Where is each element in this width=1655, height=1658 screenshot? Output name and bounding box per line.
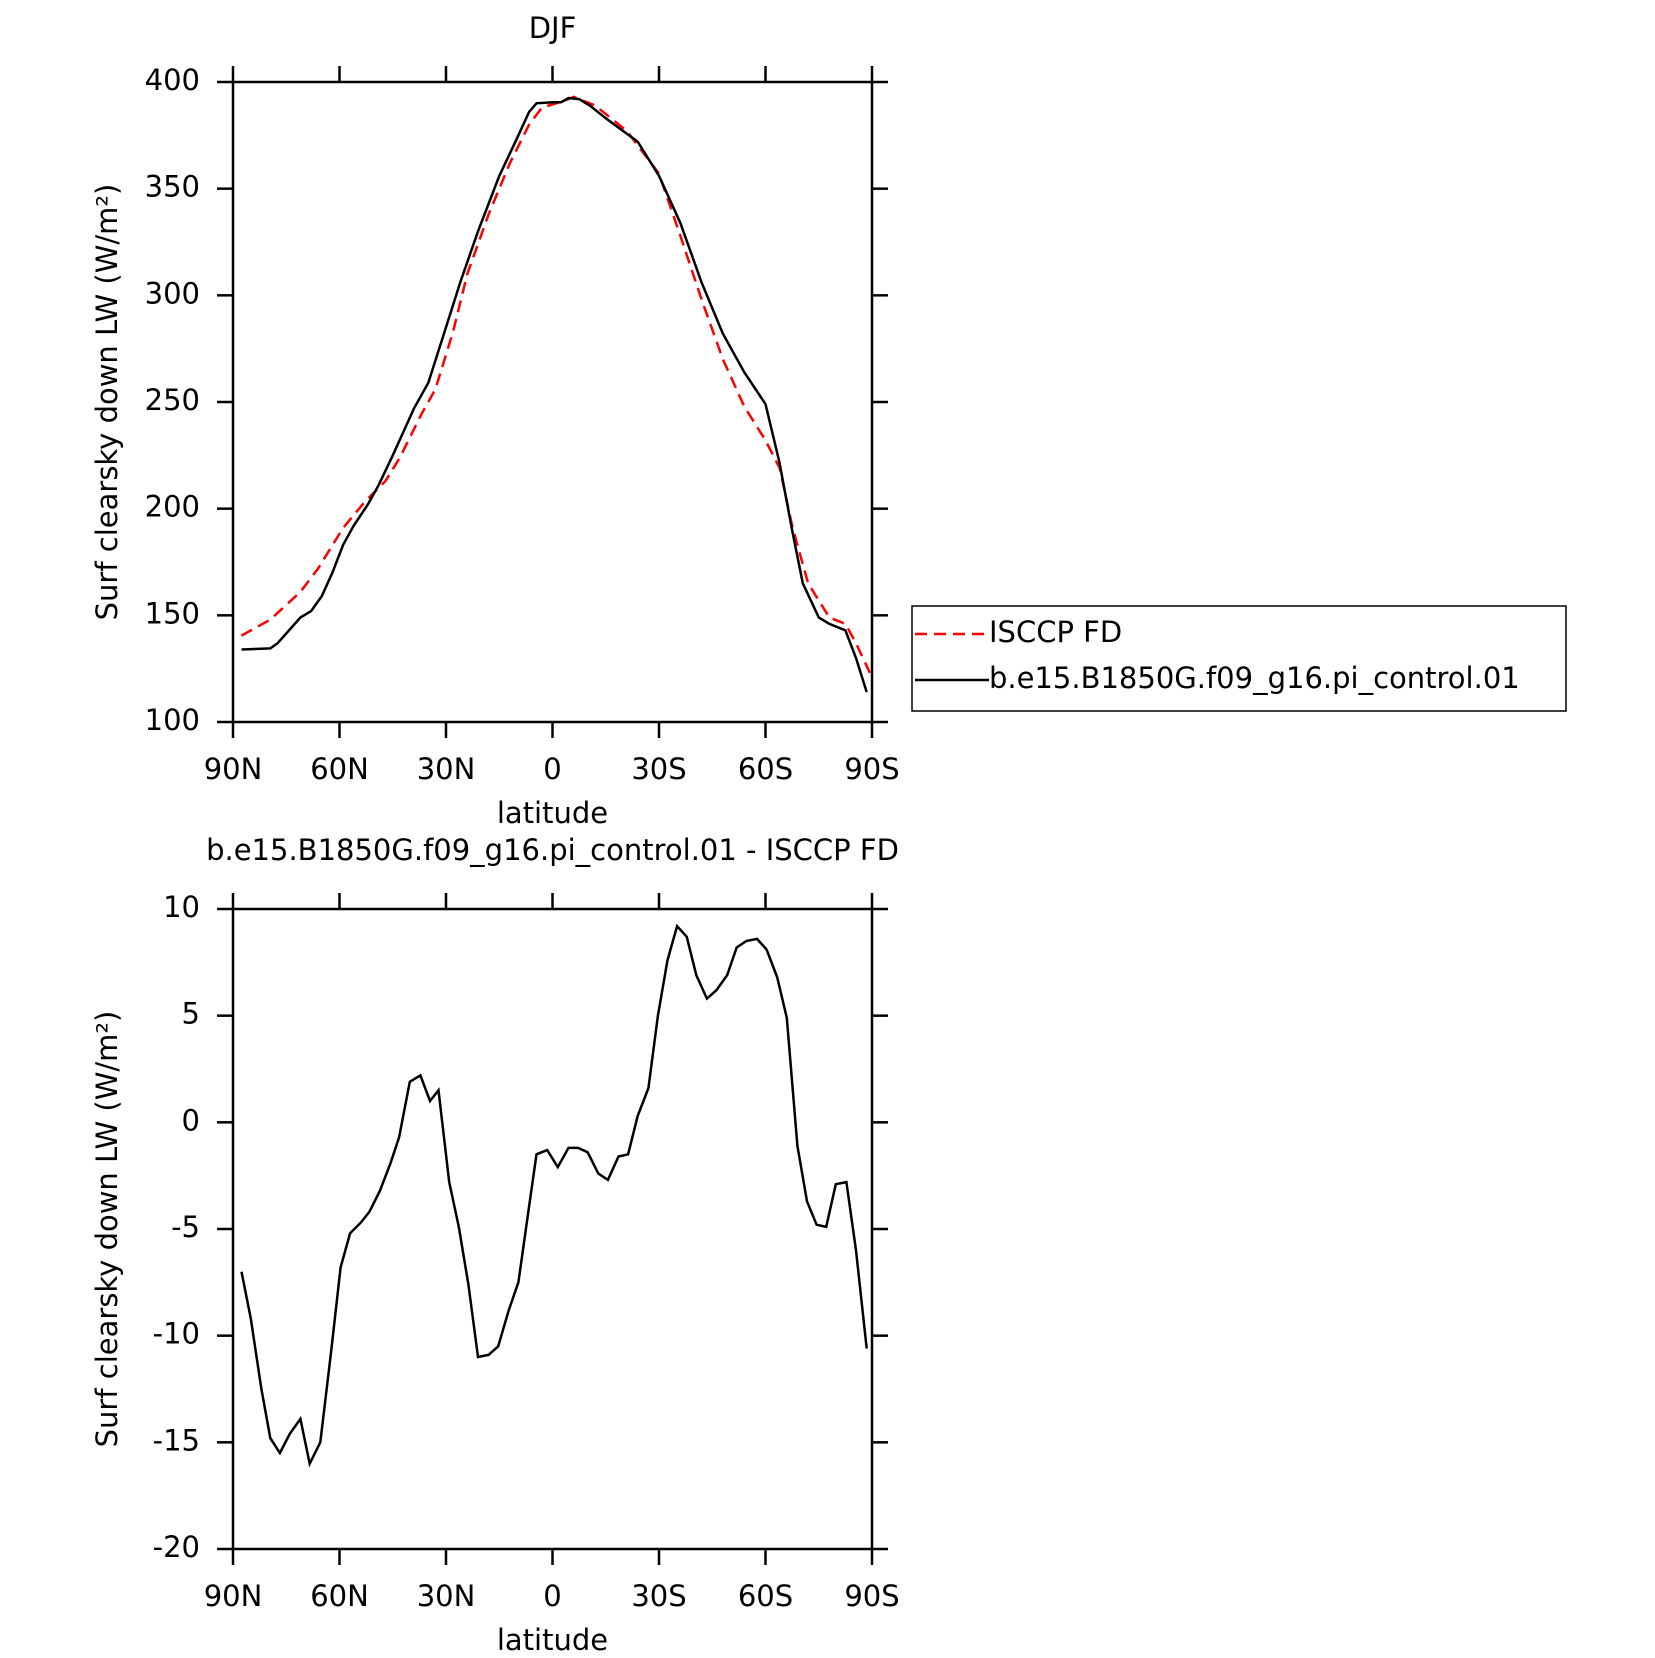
y-tick-label: -10 (153, 1317, 200, 1351)
x-tick-label: 60S (738, 752, 793, 786)
y-tick-label: 250 (145, 383, 200, 417)
y-tick-label: 10 (163, 890, 200, 924)
x-tick-label: 90N (204, 752, 263, 786)
plot-frame (231, 80, 874, 724)
chart-title: DJF (529, 11, 577, 45)
y-tick-label: 5 (182, 997, 200, 1031)
y-tick-label: 400 (145, 63, 200, 97)
x-tick-label: 90S (844, 1579, 899, 1613)
y-tick-label: 350 (145, 170, 200, 204)
x-axis-label: latitude (497, 1623, 608, 1657)
y-tick-label: -5 (171, 1210, 200, 1244)
legend-box (911, 605, 1567, 712)
y-axis-label: Surf clearsky down LW (W/m²) (90, 1011, 124, 1448)
y-axis-label: Surf clearsky down LW (W/m²) (90, 184, 124, 621)
y-tick-label: -15 (153, 1423, 200, 1457)
x-tick-label: 0 (543, 1579, 561, 1613)
y-tick-label: -20 (153, 1530, 200, 1564)
x-tick-label: 30S (631, 1579, 686, 1613)
x-tick-label: 30S (631, 752, 686, 786)
legend-label: ISCCP FD (989, 615, 1122, 649)
data-line (240, 95, 872, 674)
plot-frame (231, 907, 874, 1551)
y-tick-label: 0 (182, 1103, 200, 1137)
x-tick-label: 60S (738, 1579, 793, 1613)
data-line (240, 923, 868, 1468)
x-tick-label: 90S (844, 752, 899, 786)
x-axis-label: latitude (497, 796, 608, 830)
y-tick-label: 100 (145, 703, 200, 737)
x-tick-label: 90N (204, 1579, 263, 1613)
y-tick-label: 200 (145, 490, 200, 524)
x-tick-label: 30N (417, 752, 476, 786)
legend-label: b.e15.B1850G.f09_g16.pi_control.01 (989, 661, 1520, 695)
y-tick-label: 150 (145, 596, 200, 630)
chart-title: b.e15.B1850G.f09_g16.pi_control.01 - ISC… (206, 833, 899, 867)
x-tick-label: 60N (310, 1579, 369, 1613)
x-tick-label: 30N (417, 1579, 476, 1613)
x-tick-label: 60N (310, 752, 369, 786)
x-tick-label: 0 (543, 752, 561, 786)
y-tick-label: 300 (145, 276, 200, 310)
data-line (241, 96, 868, 693)
